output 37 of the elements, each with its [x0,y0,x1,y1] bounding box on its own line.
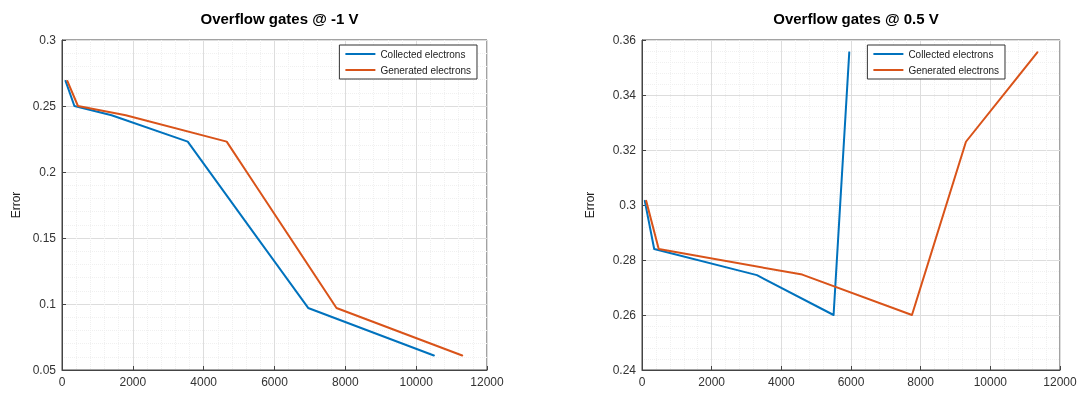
y-tick-label: 0.2 [39,165,57,179]
x-tick-label: 2000 [698,375,726,389]
x-tick-label: 6000 [261,375,289,389]
y-tick-label: 0.26 [612,308,637,322]
y-tick-label: 0.05 [32,363,57,377]
x-tick-label: 10000 [973,375,1008,389]
chart-title: Overflow gates @ -1 V [200,10,359,27]
x-tick-label: 0 [638,375,646,389]
y-tick-label: 0.36 [612,33,637,47]
y-tick-label: 0.25 [32,99,57,113]
x-tick-label: 4000 [767,375,795,389]
x-tick-label: 0 [58,375,66,389]
y-tick-label: 0.15 [32,231,57,245]
line-series [643,51,851,316]
x-tick-label: 12000 [1043,375,1078,389]
x-tick-label: 10000 [399,375,434,389]
y-tick-label: 0.32 [612,143,637,157]
y-tick-label: 0.3 [39,33,57,47]
legend-label: Collected electrons [908,48,994,60]
y-tick-label: 0.28 [612,253,637,267]
line-series [645,51,1039,316]
x-tick-label: 2000 [119,375,147,389]
chart-title: Overflow gates @ 0.5 V [773,10,939,27]
x-tick-label: 12000 [470,375,505,389]
y-tick-label: 0.24 [612,363,637,377]
legend-label: Generated electrons [908,64,1000,76]
x-tick-label: 8000 [331,375,359,389]
y-tick-label: 0.1 [39,297,57,311]
y-tick-label: 0.3 [619,198,637,212]
legend-label: Generated electrons [380,64,472,76]
y-axis-title: Error [583,191,597,219]
y-axis-title: Error [8,191,23,219]
y-tick-label: 0.34 [612,88,637,102]
x-tick-label: 4000 [190,375,218,389]
legend-label: Collected electrons [380,48,466,60]
x-tick-label: 6000 [837,375,865,389]
x-tick-label: 8000 [907,375,935,389]
